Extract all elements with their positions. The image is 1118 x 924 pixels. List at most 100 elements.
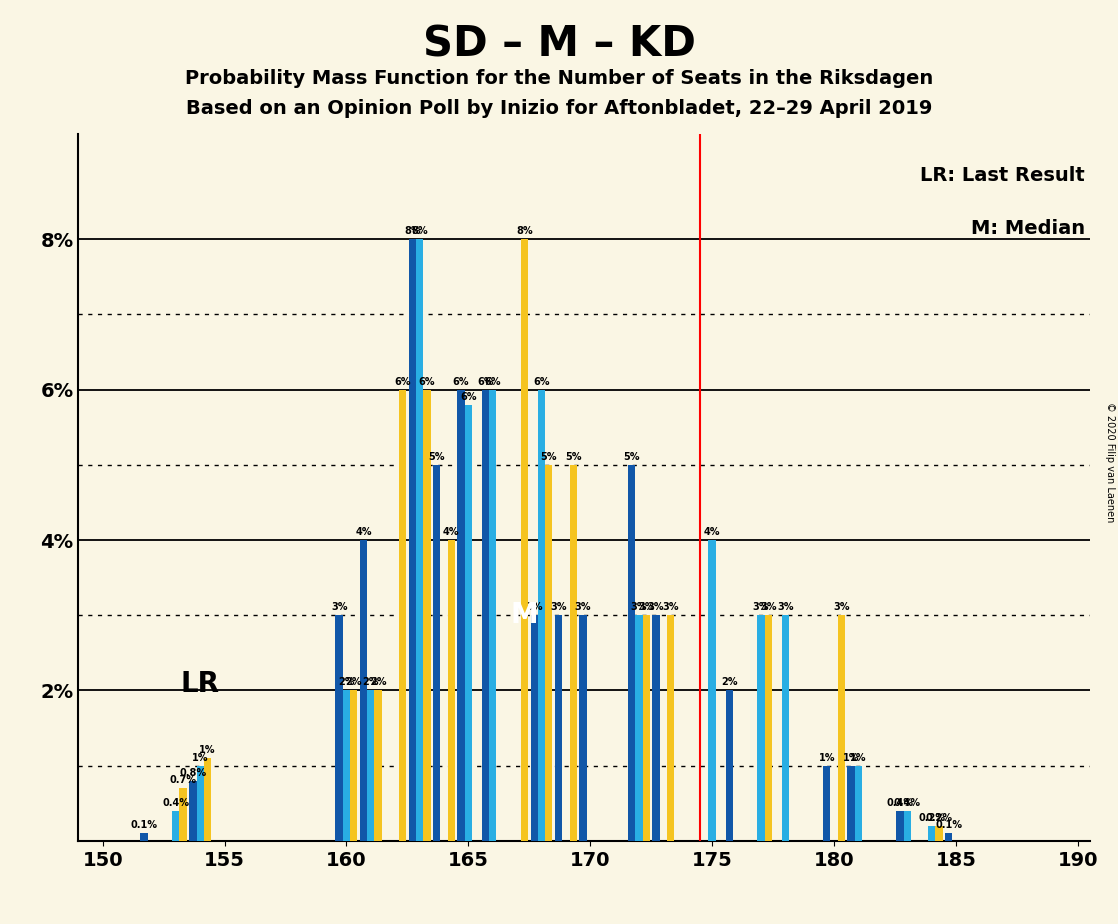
Text: 3%: 3% (331, 602, 348, 613)
Bar (569, 465, 577, 841)
Text: 0.4%: 0.4% (887, 797, 913, 808)
Bar (628, 465, 635, 841)
Bar (335, 615, 343, 841)
Bar (945, 833, 953, 841)
Text: 6%: 6% (395, 377, 410, 386)
Bar (538, 390, 546, 841)
Bar (189, 781, 197, 841)
Bar (667, 615, 674, 841)
Text: 5%: 5% (541, 452, 557, 462)
Bar (447, 540, 455, 841)
Text: 6%: 6% (461, 392, 476, 402)
Text: 1%: 1% (192, 753, 208, 762)
Text: 3%: 3% (647, 602, 664, 613)
Bar (203, 758, 211, 841)
Bar (546, 465, 552, 841)
Text: 3%: 3% (752, 602, 769, 613)
Text: 3%: 3% (631, 602, 647, 613)
Bar (141, 833, 148, 841)
Text: 3%: 3% (833, 602, 850, 613)
Bar (903, 810, 911, 841)
Text: 2%: 2% (345, 677, 362, 687)
Text: 3%: 3% (663, 602, 679, 613)
Bar (343, 690, 350, 841)
Text: 5%: 5% (428, 452, 445, 462)
Bar (350, 690, 358, 841)
Text: 6%: 6% (533, 377, 550, 386)
Text: 0.1%: 0.1% (935, 821, 963, 831)
Bar (531, 615, 538, 841)
Bar (399, 390, 406, 841)
Text: 0.1%: 0.1% (131, 821, 158, 831)
Bar (408, 239, 416, 841)
Bar (653, 615, 660, 841)
Bar (172, 810, 180, 841)
Bar (416, 239, 424, 841)
Bar (197, 766, 203, 841)
Bar (726, 690, 733, 841)
Text: 4%: 4% (356, 527, 372, 537)
Text: 0.4%: 0.4% (162, 797, 189, 808)
Text: 6%: 6% (418, 377, 435, 386)
Bar (180, 788, 187, 841)
Bar (643, 615, 650, 841)
Bar (489, 390, 496, 841)
Text: 3%: 3% (525, 602, 542, 613)
Bar (375, 690, 382, 841)
Bar (765, 615, 771, 841)
Text: M: M (511, 602, 538, 629)
Text: 2%: 2% (721, 677, 738, 687)
Text: 5%: 5% (565, 452, 581, 462)
Text: 4%: 4% (704, 527, 720, 537)
Text: 6%: 6% (484, 377, 501, 386)
Text: 8%: 8% (517, 226, 533, 237)
Text: 1%: 1% (818, 753, 835, 762)
Bar (360, 540, 367, 841)
Text: 0.8%: 0.8% (179, 768, 207, 778)
Text: 2%: 2% (362, 677, 379, 687)
Text: 0.2%: 0.2% (926, 813, 953, 822)
Bar (823, 766, 831, 841)
Bar (579, 615, 587, 841)
Text: 0.7%: 0.7% (170, 775, 197, 785)
Text: Probability Mass Function for the Number of Seats in the Riksdagen: Probability Mass Function for the Number… (184, 69, 934, 89)
Bar (757, 615, 765, 841)
Bar (781, 615, 789, 841)
Text: 1%: 1% (843, 753, 860, 762)
Bar (855, 766, 862, 841)
Text: LR: Last Result: LR: Last Result (920, 165, 1084, 185)
Text: 2%: 2% (339, 677, 354, 687)
Text: M: Median: M: Median (970, 219, 1084, 237)
Bar (521, 239, 528, 841)
Text: 5%: 5% (624, 452, 639, 462)
Text: 6%: 6% (453, 377, 470, 386)
Bar (465, 405, 472, 841)
Text: 0.4%: 0.4% (893, 797, 921, 808)
Text: 6%: 6% (477, 377, 494, 386)
Bar (555, 615, 562, 841)
Text: 3%: 3% (760, 602, 777, 613)
Text: 1%: 1% (850, 753, 866, 762)
Bar (457, 390, 465, 841)
Bar (482, 390, 489, 841)
Text: 3%: 3% (575, 602, 591, 613)
Text: 3%: 3% (638, 602, 654, 613)
Bar (433, 465, 440, 841)
Text: LR: LR (181, 670, 219, 698)
Bar (928, 826, 936, 841)
Bar (709, 540, 716, 841)
Text: 8%: 8% (411, 226, 428, 237)
Text: 3%: 3% (777, 602, 794, 613)
Text: 4%: 4% (443, 527, 459, 537)
Bar (837, 615, 845, 841)
Bar (635, 615, 643, 841)
Bar (897, 810, 903, 841)
Text: 8%: 8% (404, 226, 420, 237)
Bar (424, 390, 430, 841)
Text: 2%: 2% (370, 677, 387, 687)
Text: 3%: 3% (550, 602, 567, 613)
Bar (367, 690, 375, 841)
Text: 0.2%: 0.2% (918, 813, 945, 822)
Text: Based on an Opinion Poll by Inizio for Aftonbladet, 22–29 April 2019: Based on an Opinion Poll by Inizio for A… (186, 99, 932, 118)
Bar (936, 826, 942, 841)
